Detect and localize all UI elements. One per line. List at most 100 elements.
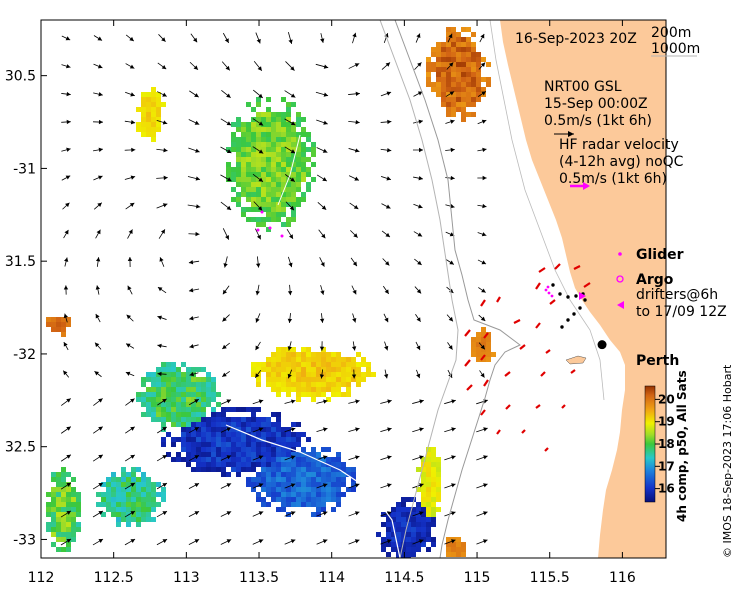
sst-cell (121, 487, 126, 492)
glider-label: Glider (636, 247, 684, 263)
sst-cell (246, 162, 251, 167)
sst-cell (476, 72, 481, 77)
sst-cell (246, 422, 251, 427)
radar-arrow (521, 429, 526, 434)
sst-cell (311, 452, 316, 457)
sst-cell (76, 507, 81, 512)
sst-cell (331, 372, 336, 377)
sst-cell (186, 392, 191, 397)
radar-arrow (544, 447, 549, 452)
sst-cell (296, 182, 301, 187)
sst-cell (256, 122, 261, 127)
sst-cell (421, 532, 426, 537)
current-arrowhead (226, 511, 232, 516)
sst-cell (276, 157, 281, 162)
sst-cell (421, 457, 426, 462)
sst-cell (171, 412, 176, 417)
sst-cell (441, 47, 446, 52)
sst-cell (201, 407, 206, 412)
sst-cell (486, 347, 491, 352)
sst-cell (451, 62, 456, 67)
sst-cell (331, 467, 336, 472)
sst-cell (291, 172, 296, 177)
sst-cell (241, 447, 246, 452)
sst-cell (286, 102, 291, 107)
sst-cell (306, 157, 311, 162)
sst-cell (231, 187, 236, 192)
sst-cell (281, 502, 286, 507)
sst-cell (246, 102, 251, 107)
sst-cell (161, 497, 166, 502)
sst-cell (346, 392, 351, 397)
sst-cell (451, 77, 456, 82)
sst-cell (391, 532, 396, 537)
sst-cell (276, 432, 281, 437)
sst-cell (451, 47, 456, 52)
current-arrowhead (130, 539, 136, 544)
sst-cell (306, 377, 311, 382)
sst-cell (326, 367, 331, 372)
current-arrowhead (258, 511, 264, 516)
sst-cell (316, 507, 321, 512)
sst-cell (441, 62, 446, 67)
sst-cell (306, 457, 311, 462)
sst-cell (396, 517, 401, 522)
sst-cell (426, 457, 431, 462)
sst-cell (196, 437, 201, 442)
sst-cell (271, 427, 276, 432)
sst-cell (261, 362, 266, 367)
sst-cell (171, 417, 176, 422)
sst-cell (396, 507, 401, 512)
sst-cell (276, 472, 281, 477)
sst-cell (161, 377, 166, 382)
sst-cell (196, 412, 201, 417)
sst-cell (271, 437, 276, 442)
sst-cell (231, 167, 236, 172)
sst-cell (271, 457, 276, 462)
sst-cell (231, 197, 236, 202)
sst-cell (306, 487, 311, 492)
sst-cell (146, 412, 151, 417)
sst-cell (241, 192, 246, 197)
sst-cell (261, 147, 266, 152)
sst-cell (451, 87, 456, 92)
current-arrowhead (451, 483, 456, 488)
sst-cell (186, 397, 191, 402)
sst-cell (261, 457, 266, 462)
sst-cell (461, 67, 466, 72)
sst-cell (301, 452, 306, 457)
sst-cell (151, 117, 156, 122)
sst-cell (321, 362, 326, 367)
sst-cell (261, 437, 266, 442)
sst-cell (466, 37, 471, 42)
sst-cell (261, 487, 266, 492)
current-arrowhead (95, 257, 101, 262)
glider-marker (618, 252, 622, 256)
glider-track-point (260, 210, 264, 214)
sst-cell (431, 507, 436, 512)
sst-cell (206, 422, 211, 427)
sst-patches (46, 27, 496, 558)
sst-cell (216, 447, 221, 452)
current-arrowhead (481, 119, 487, 124)
current-arrowhead (194, 120, 200, 125)
current-arrowhead (419, 511, 424, 516)
sst-cell (141, 127, 146, 132)
sst-cell (101, 497, 106, 502)
sst-cell (271, 187, 276, 192)
current-arrowhead (258, 121, 264, 126)
sst-cell (71, 517, 76, 522)
sst-cell (251, 182, 256, 187)
current-arrowhead (195, 204, 201, 209)
sst-cell (266, 357, 271, 362)
sst-cell (311, 362, 316, 367)
sst-cell (401, 497, 406, 502)
sst-cell (171, 392, 176, 397)
sst-cell (266, 127, 271, 132)
sst-cell (296, 442, 301, 447)
sst-cell (191, 442, 196, 447)
sst-cell (416, 467, 421, 472)
sst-cell (186, 402, 191, 407)
sst-cell (476, 87, 481, 92)
sst-cell (261, 422, 266, 427)
